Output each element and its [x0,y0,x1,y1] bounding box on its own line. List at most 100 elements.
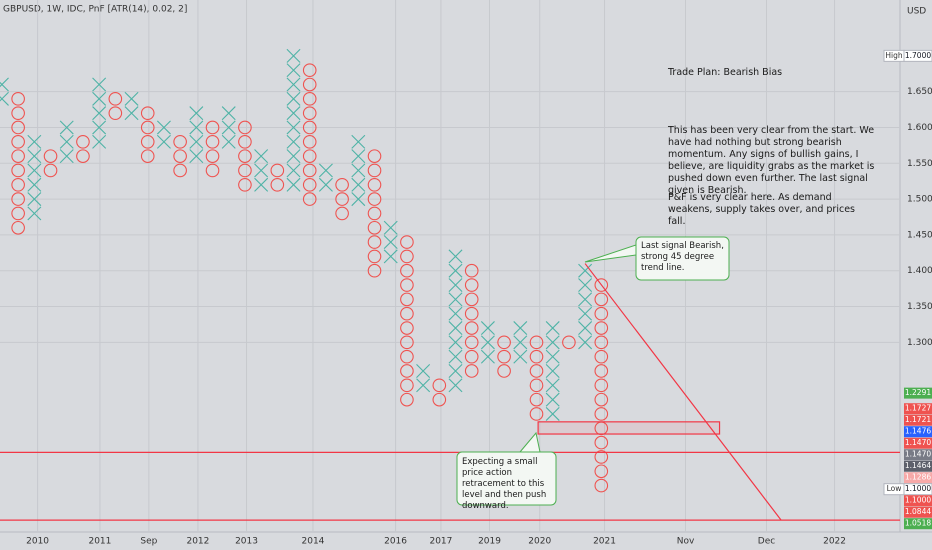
o-box [11,106,25,120]
callout-text: Last signal Bearish, strong 45 degree tr… [641,241,724,273]
o-box [11,192,25,206]
o-box [367,220,382,235]
x-tick-label: 2020 [528,537,551,547]
price-tag [904,387,932,399]
pnf-column [286,48,301,192]
o-box [302,92,317,106]
y-tick-label: 1.4000 [907,266,932,276]
o-box [76,149,90,163]
price-tag [903,49,932,62]
o-box [367,235,382,249]
x-box [92,91,107,106]
o-box [205,120,220,135]
o-box [400,392,414,407]
price-tag-label: 1.1000 [905,484,931,493]
x-box [27,134,42,149]
x-box [448,249,463,264]
x-box [448,378,463,393]
o-box [432,392,447,407]
x-box [59,120,74,135]
o-box [302,149,317,163]
pnf-column [270,163,285,192]
o-box [302,77,317,92]
x-box [124,106,139,121]
price-tag-label: 1.1464 [905,461,931,470]
o-box [270,163,285,178]
o-box [367,249,382,264]
x-box [351,192,366,207]
pnf-column [254,149,269,192]
o-box [173,163,187,178]
x-box [578,306,593,321]
pnf-column [464,263,479,378]
x-box [448,321,463,336]
x-box [545,378,560,393]
x-box [448,278,463,293]
o-box [11,177,25,192]
x-box [545,349,560,364]
price-tag-label: 1.0844 [905,507,931,516]
x-tick-label: Nov [677,537,695,547]
pnf-column [238,120,252,192]
o-box [302,120,317,135]
o-box [367,263,382,278]
o-box [238,163,252,178]
x-box [92,106,107,121]
pnf-column [189,106,204,164]
x-box [92,134,107,149]
x-tick-label: Sep [140,537,157,547]
o-box [335,206,349,221]
o-box [400,292,414,307]
o-box [11,220,25,235]
x-box [254,177,269,192]
x-box [189,134,204,149]
x-box [254,163,269,178]
pnf-column [59,120,74,164]
o-box [302,192,317,206]
o-box [367,163,382,178]
x-box [27,149,42,164]
o-box [270,177,285,192]
x-box [545,364,560,378]
o-box [108,92,123,106]
pnf-column [497,335,511,378]
x-tick-label: 2016 [384,537,407,547]
pnf-column [27,134,42,221]
x-tick-label: Dec [758,537,775,547]
x-box [448,292,463,307]
o-box [400,235,414,249]
o-box [140,106,155,120]
o-box [529,392,544,407]
x-box [254,149,269,164]
o-box [205,149,220,163]
price-tag-label: 1.7000 [905,51,931,60]
note-body: P&F is very clear here. As demand weaken… [668,192,855,227]
x-box [27,192,42,207]
price-tag-label: 1.1470 [905,438,931,447]
o-box [11,163,25,178]
x-tick-label: 2019 [478,537,501,547]
pnf-column [594,278,609,493]
x-box [448,306,463,321]
pnf-column [432,378,447,407]
o-box [562,335,576,350]
o-box [302,163,317,178]
o-box [400,364,414,378]
price-tag [904,460,932,472]
callout-text: Expecting a small price action retraceme… [462,457,547,511]
o-box [11,120,25,135]
o-box [302,134,317,149]
currency: USD [907,7,926,17]
pnf-column [156,120,171,149]
x-tick-label: 2013 [235,537,258,547]
o-box [173,149,187,163]
x-box [416,378,431,393]
o-box [594,278,609,292]
callout-box [456,451,557,506]
o-box [594,349,609,364]
o-box [335,192,349,206]
o-box [594,335,609,350]
pnf-column [416,364,431,393]
o-box [464,364,479,378]
